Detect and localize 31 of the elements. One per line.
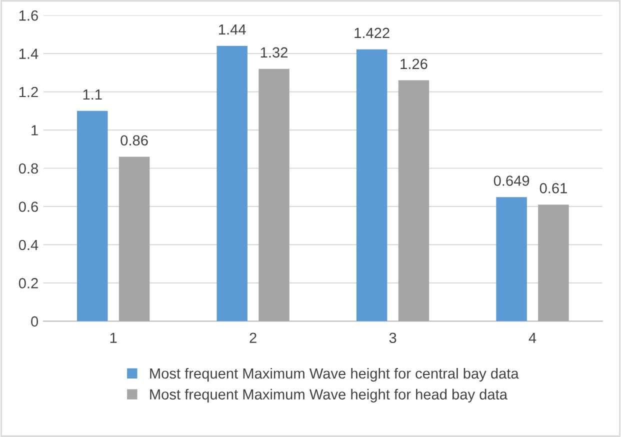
data-label: 0.649 [494, 176, 530, 186]
data-label: 1.44 [219, 24, 246, 35]
data-label: 1.1 [83, 89, 102, 100]
y-tick-label: 0.6 [18, 202, 38, 212]
y-tick-label: 0 [31, 316, 38, 327]
bar [356, 49, 388, 322]
data-label: 0.86 [120, 135, 148, 146]
bar [216, 46, 248, 322]
legend-label: Most frequent Maximum Wave height for head bay data [150, 388, 508, 402]
y-tick-label: 0.2 [18, 278, 38, 288]
y-tick-label: 0.4 [18, 240, 38, 250]
data-label: 1.32 [260, 47, 288, 58]
y-tick-label: 1.2 [19, 86, 38, 98]
y-tick-label: 1.4 [19, 48, 38, 59]
bar [77, 110, 108, 322]
bar [258, 68, 290, 322]
y-tick-label: 0.8 [18, 163, 38, 174]
bar [496, 197, 527, 322]
y-tick-label: 1.6 [19, 10, 38, 21]
bar [118, 156, 150, 322]
x-tick-label: 4 [528, 332, 536, 343]
bar [398, 80, 430, 322]
data-label: 1.422 [354, 28, 390, 38]
x-tick-label: 1 [110, 332, 117, 343]
data-label: 1.26 [400, 58, 428, 70]
bar [538, 204, 569, 322]
x-tick-label: 2 [250, 332, 256, 343]
x-tick-label: 3 [389, 332, 396, 344]
legend-label: Most frequent Maximum Wave height for central bay data [150, 368, 519, 382]
y-tick-label: 1 [32, 125, 38, 136]
data-label: 0.61 [540, 183, 567, 194]
